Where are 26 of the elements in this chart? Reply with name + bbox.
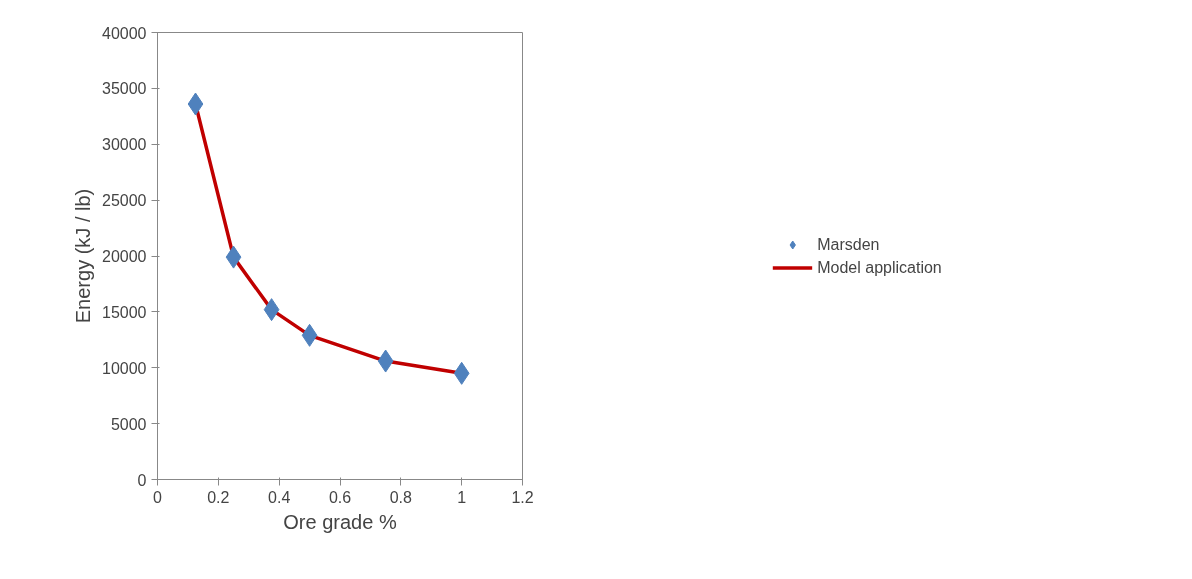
legend-label: Marsden: [817, 235, 880, 253]
point: [301, 323, 318, 347]
point: [187, 92, 204, 116]
y-tick-label: 5000: [110, 415, 147, 433]
point: [453, 361, 470, 385]
y-tick-label: 40000: [102, 24, 147, 42]
y-tick-label: 30000: [102, 136, 147, 154]
x-tick-label: 0.2: [207, 488, 230, 506]
x-tick-label: 1.2: [511, 488, 534, 506]
y-axis-title: Energy (kJ / lb): [72, 188, 95, 324]
x-axis-title: Ore grade %: [283, 510, 397, 533]
point: [377, 349, 394, 373]
legend-label: Model application: [817, 258, 942, 276]
point: [225, 245, 242, 269]
y-tick-label: 25000: [102, 192, 147, 210]
y-tick-label: 10000: [102, 359, 147, 377]
x-tick-label: 0.4: [268, 488, 291, 506]
y-tick-label: 35000: [102, 80, 147, 98]
y-tick-label: 20000: [102, 248, 147, 265]
x-tick-label: 0.8: [389, 488, 413, 506]
x-tick-label: 0.6: [328, 488, 352, 506]
x-tick-label: 1: [457, 488, 467, 506]
x-tick-label: 0: [153, 488, 163, 506]
point: [263, 298, 280, 322]
y-tick-label: 0: [137, 471, 147, 489]
y-tick-label: 15000: [102, 303, 147, 321]
